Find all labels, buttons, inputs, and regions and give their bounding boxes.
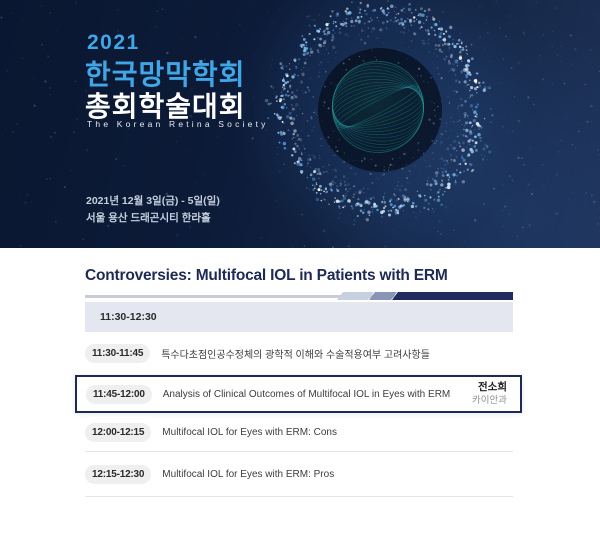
speaker-affiliation: 카이안과 [472,394,507,406]
title-underline-decoration [85,292,513,300]
conference-title-korean-2: 총회학술대회 [85,91,246,122]
conference-date: 2021년 12월 3일(금) - 5일(일) [86,195,220,207]
banner-text-block: 2021 한국망막학회 총회학술대회 The Korean Retina Soc… [0,0,600,248]
talk-title: Multifocal IOL for Eyes with ERM: Cons [162,426,337,438]
conference-title-english: The Korean Retina Society [87,119,269,129]
decoration-segment-medium [369,292,397,300]
decoration-segment-light [337,292,374,300]
session-time-range: 11:30-12:30 [100,311,157,323]
schedule-rows: 11:30-11:45 특수다초점인공수정체의 광학적 이해와 수술적용여부 고… [75,332,522,497]
time-badge: 11:30-11:45 [85,344,151,363]
time-badge: 12:15-12:30 [85,464,152,484]
schedule-row[interactable]: 12:15-12:30 Multifocal IOL for Eyes with… [85,452,513,497]
schedule-row[interactable]: 12:00-12:15 Multifocal IOL for Eyes with… [85,413,513,452]
session-time-range-row: 11:30-12:30 [85,302,513,332]
talk-title: Multifocal IOL for Eyes with ERM: Pros [162,468,335,480]
schedule-section: Controversies: Multifocal IOL in Patient… [0,248,600,538]
talk-title: Analysis of Clinical Outcomes of Multifo… [162,388,451,400]
speaker-name: 전소희 [478,381,507,393]
time-badge: 12:00-12:15 [85,422,152,442]
particle-sphere-graphic [0,0,600,248]
conference-venue: 서울 용산 드래곤시티 한라홀 [86,212,211,224]
conference-year: 2021 [87,31,140,54]
session-title: Controversies: Multifocal IOL in Patient… [85,267,448,284]
talk-title: 특수다초점인공수정체의 광학적 이해와 수술적용여부 고려사항들 [161,350,430,361]
time-badge: 11:45-12:00 [86,384,152,404]
conference-banner: 2021 한국망막학회 총회학술대회 The Korean Retina Soc… [0,0,600,248]
conference-title-korean: 한국망막학회 [85,59,246,90]
speaker-block: 전소희 카이안과 [472,381,507,407]
decoration-baseline [85,295,513,298]
decoration-segment-navy [392,292,513,300]
schedule-row[interactable]: 11:30-11:45 특수다초점인공수정체의 광학적 이해와 수술적용여부 고… [85,332,513,375]
schedule-row[interactable]: 11:45-12:00 Analysis of Clinical Outcome… [75,375,522,413]
